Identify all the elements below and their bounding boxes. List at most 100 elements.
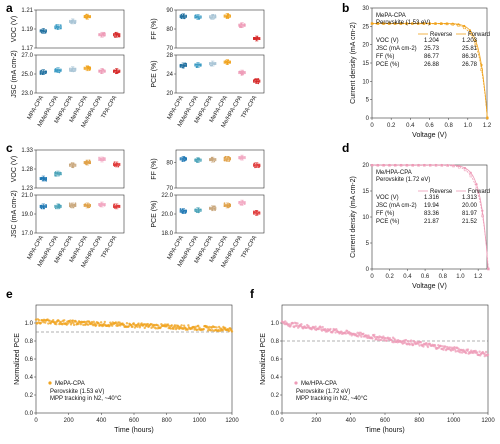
y-tick-label: 24 [166, 72, 173, 78]
table-row-label: PCE (%) [376, 219, 399, 225]
data-point [72, 19, 75, 21]
data-point [213, 325, 216, 329]
data-point [101, 203, 103, 206]
data-point [448, 346, 452, 349]
data-point [258, 164, 261, 167]
jv-marker [469, 174, 473, 178]
data-point [49, 322, 52, 325]
data-point [52, 318, 55, 322]
data-point [125, 322, 129, 325]
data-point [484, 350, 488, 354]
jv-marker [417, 22, 420, 25]
data-point [213, 160, 216, 163]
annotation-text: Perovskite (1.72 eV) [296, 389, 350, 395]
data-point [86, 17, 88, 20]
data-point [225, 17, 228, 19]
data-point [99, 321, 103, 324]
jv-marker [422, 22, 425, 25]
data-point [54, 207, 57, 210]
y-tick-label: 70 [166, 186, 173, 192]
data-point [226, 15, 229, 17]
data-point [453, 348, 457, 351]
panel-label-f: f [250, 287, 255, 301]
data-point [174, 326, 177, 329]
y-axis-label: FF (%) [151, 18, 158, 39]
data-point [449, 349, 453, 352]
data-point [454, 350, 457, 353]
data-point [243, 203, 246, 205]
data-point [238, 201, 241, 203]
data-point [230, 330, 234, 333]
data-point [72, 321, 75, 325]
axes-frame [175, 194, 265, 234]
data-point [114, 32, 117, 34]
data-point [459, 351, 462, 354]
data-point [240, 23, 243, 26]
data-point [99, 205, 101, 208]
data-point [74, 68, 76, 70]
data-point [37, 318, 41, 322]
data-point [127, 325, 130, 328]
data-point [242, 200, 244, 203]
data-point [357, 335, 360, 338]
data-point [85, 13, 88, 16]
data-point [227, 59, 230, 62]
data-point [40, 207, 43, 210]
data-point [41, 177, 43, 179]
axes-frame [175, 149, 265, 189]
data-point [215, 326, 218, 329]
data-point [196, 63, 199, 66]
data-point [69, 319, 72, 322]
data-point [41, 73, 44, 75]
data-point [194, 208, 197, 211]
y-axis-label: Normalized PCE [14, 333, 21, 385]
data-point [214, 209, 216, 211]
data-point [404, 338, 408, 342]
jv-marker [388, 22, 391, 25]
data-point [183, 156, 186, 159]
data-point [40, 204, 43, 207]
data-point [243, 23, 246, 25]
x-tick-label: 0.2 [387, 123, 396, 129]
data-point [213, 17, 215, 20]
data-point [195, 328, 199, 332]
data-point [43, 178, 45, 181]
data-point [180, 17, 183, 20]
jv-marker [428, 163, 432, 167]
data-point [295, 324, 299, 327]
y-tick-label: 25 [362, 24, 369, 30]
jv-marker [440, 163, 443, 167]
data-point [180, 13, 183, 16]
data-point [43, 207, 45, 210]
jv-marker [370, 163, 374, 167]
data-point [211, 157, 214, 159]
table-row-label: FF (%) [376, 54, 394, 60]
y-axis-label: Normalized PCE [260, 333, 267, 385]
data-point [113, 165, 116, 167]
data-point [115, 164, 118, 167]
x-tick-label: 0 [370, 274, 374, 280]
data-point [98, 203, 100, 205]
y-tick-label: 15 [362, 189, 369, 195]
data-point [186, 328, 189, 331]
y-tick-label: 0.4 [25, 375, 34, 381]
jv-marker [440, 22, 443, 25]
data-point [89, 162, 91, 165]
data-point [346, 329, 349, 333]
data-point [254, 166, 256, 169]
table-cell: 1.204 [424, 38, 440, 44]
data-point [257, 80, 260, 83]
x-tick-label: 800 [414, 418, 425, 424]
data-point [117, 32, 119, 35]
plot-c-ff: 70 80 FF (%) [151, 149, 265, 192]
data-point [56, 69, 59, 72]
data-point [103, 31, 105, 34]
data-point [98, 33, 100, 36]
data-point [118, 71, 120, 73]
data-point [72, 166, 74, 169]
jv-marker [370, 22, 374, 25]
y-tick-label: 5 [366, 241, 370, 247]
x-axis-label: Voltage (V) [412, 132, 447, 139]
data-point [56, 172, 59, 174]
data-point [66, 322, 70, 325]
